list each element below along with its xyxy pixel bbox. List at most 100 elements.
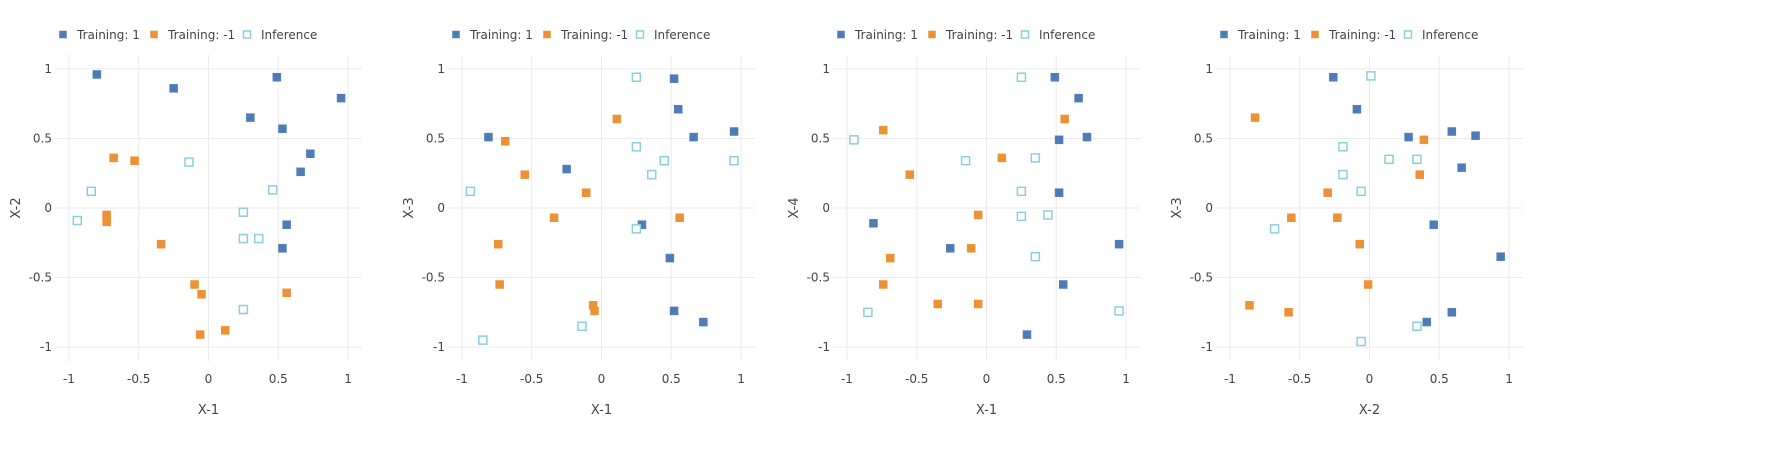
- legend-marker: [452, 30, 460, 39]
- legend-marker: [150, 30, 158, 39]
- data-point-inference: [1030, 251, 1041, 262]
- data-point-training-1: [869, 219, 878, 228]
- legend-label: Training: -1: [945, 28, 1013, 42]
- data-point-training-1: [336, 93, 346, 103]
- legend-item[interactable]: Training: 1: [452, 28, 533, 42]
- data-point-training-1: [282, 220, 291, 229]
- x-tick-label: 0.5: [269, 372, 288, 386]
- data-point-training-1: [1404, 132, 1413, 142]
- data-point-training-1: [1447, 127, 1457, 136]
- legend-label: Training: -1: [560, 28, 628, 42]
- data-point-training-1: [1496, 252, 1505, 261]
- y-tick-label: 0: [1205, 201, 1213, 215]
- x-axis-label: X-1: [976, 403, 997, 418]
- legend-marker: [928, 30, 936, 39]
- y-tick-label: -1: [433, 340, 445, 354]
- data-point-training-1: [1457, 163, 1466, 172]
- data-point-training-1: [156, 239, 166, 249]
- data-point-training-1: [933, 299, 942, 309]
- x-tick-label: -1: [456, 372, 468, 386]
- data-point-training-1: [1114, 239, 1124, 249]
- data-point-training-1: [1054, 188, 1064, 197]
- data-point-training-1: [306, 149, 315, 159]
- legend-marker: [1220, 30, 1228, 39]
- y-tick-label: 0.5: [426, 131, 445, 145]
- x-tick-label: 0.5: [1047, 372, 1066, 386]
- y-tick-label: -1: [1201, 340, 1213, 354]
- data-point-training-1: [1245, 301, 1254, 310]
- legend-item[interactable]: Inference: [635, 28, 711, 42]
- data-point-training-1: [1447, 308, 1457, 317]
- data-point-training-1: [1287, 213, 1296, 222]
- data-point-training-1: [581, 188, 591, 197]
- y-tick-label: 1: [437, 62, 445, 76]
- y-tick-label: -1: [40, 340, 52, 354]
- data-point-training-1: [966, 244, 976, 253]
- data-point-training-1: [1022, 330, 1032, 339]
- legend-label: Training: -1: [1328, 28, 1396, 42]
- x-tick-label: 1: [737, 372, 745, 386]
- data-point-inference: [849, 135, 859, 145]
- x-axis-label: X-1: [591, 403, 612, 418]
- data-point-inference: [1366, 71, 1376, 81]
- data-point-training-1: [1059, 280, 1068, 289]
- data-point-inference: [1356, 336, 1366, 347]
- x-tick-label: 1: [1122, 372, 1130, 386]
- legend: Training: 1 Training: -1 Inference: [1220, 28, 1479, 42]
- data-point-training-1: [190, 280, 199, 289]
- data-point-inference: [1030, 153, 1041, 163]
- data-point-inference: [1043, 210, 1053, 220]
- data-point-training-1: [495, 280, 504, 289]
- legend-marker: [1311, 30, 1319, 39]
- data-point-training-1: [1060, 114, 1069, 124]
- data-point-training-1: [612, 114, 622, 124]
- x-tick-label: 0.5: [662, 372, 681, 386]
- data-point-training-1: [1363, 280, 1373, 289]
- x-tick-label: -0.5: [1288, 372, 1311, 386]
- legend-item[interactable]: Inference: [1403, 28, 1479, 42]
- legend-item[interactable]: Training: -1: [928, 28, 1014, 42]
- legend-item[interactable]: Training: -1: [543, 28, 629, 42]
- data-point-training-1: [885, 253, 895, 263]
- legend-marker: [1020, 30, 1030, 39]
- x-tick-label: -0.5: [520, 372, 543, 386]
- legend-item[interactable]: Inference: [1020, 28, 1096, 42]
- legend-label: Inference: [261, 28, 317, 42]
- y-axis-label: X-2: [9, 197, 24, 218]
- x-tick-label: -1: [63, 372, 75, 386]
- legend-item[interactable]: Training: 1: [837, 28, 918, 42]
- data-point-training-1: [296, 167, 305, 177]
- legend-marker: [543, 30, 551, 39]
- legend-label: Training: -1: [167, 28, 235, 42]
- legend-item[interactable]: Training: 1: [1220, 28, 1301, 42]
- data-point-training-1: [1074, 93, 1083, 103]
- data-point-training-1: [282, 288, 291, 298]
- data-point-training-1: [1419, 135, 1429, 145]
- legend-item[interactable]: Training: 1: [59, 28, 140, 42]
- data-point-training-1: [1323, 188, 1332, 197]
- legend-item[interactable]: Training: -1: [1311, 28, 1397, 42]
- legend-item[interactable]: Training: -1: [150, 28, 236, 42]
- data-point-training-1: [669, 74, 679, 83]
- legend-label: Training: 1: [76, 28, 140, 42]
- data-point-training-1: [484, 132, 493, 142]
- data-point-inference: [86, 186, 97, 197]
- data-point-inference: [659, 155, 670, 166]
- data-point-inference: [577, 321, 587, 331]
- legend-marker: [635, 30, 645, 39]
- data-point-training-1: [102, 217, 111, 227]
- data-point-inference: [1016, 186, 1027, 197]
- data-point-inference: [253, 233, 264, 244]
- legend-item[interactable]: Inference: [242, 28, 318, 42]
- x-tick-label: 0: [983, 372, 991, 386]
- data-point-training-1: [729, 127, 739, 136]
- data-point-inference: [1338, 142, 1348, 152]
- data-point-training-1: [1415, 170, 1424, 179]
- data-point-training-1: [549, 213, 559, 222]
- x-tick-label: 0: [205, 372, 213, 386]
- data-point-training-1: [1355, 239, 1364, 249]
- y-tick-label: 0.5: [33, 131, 52, 145]
- legend-label: Inference: [654, 28, 710, 42]
- y-axis-label: X-4: [787, 197, 802, 218]
